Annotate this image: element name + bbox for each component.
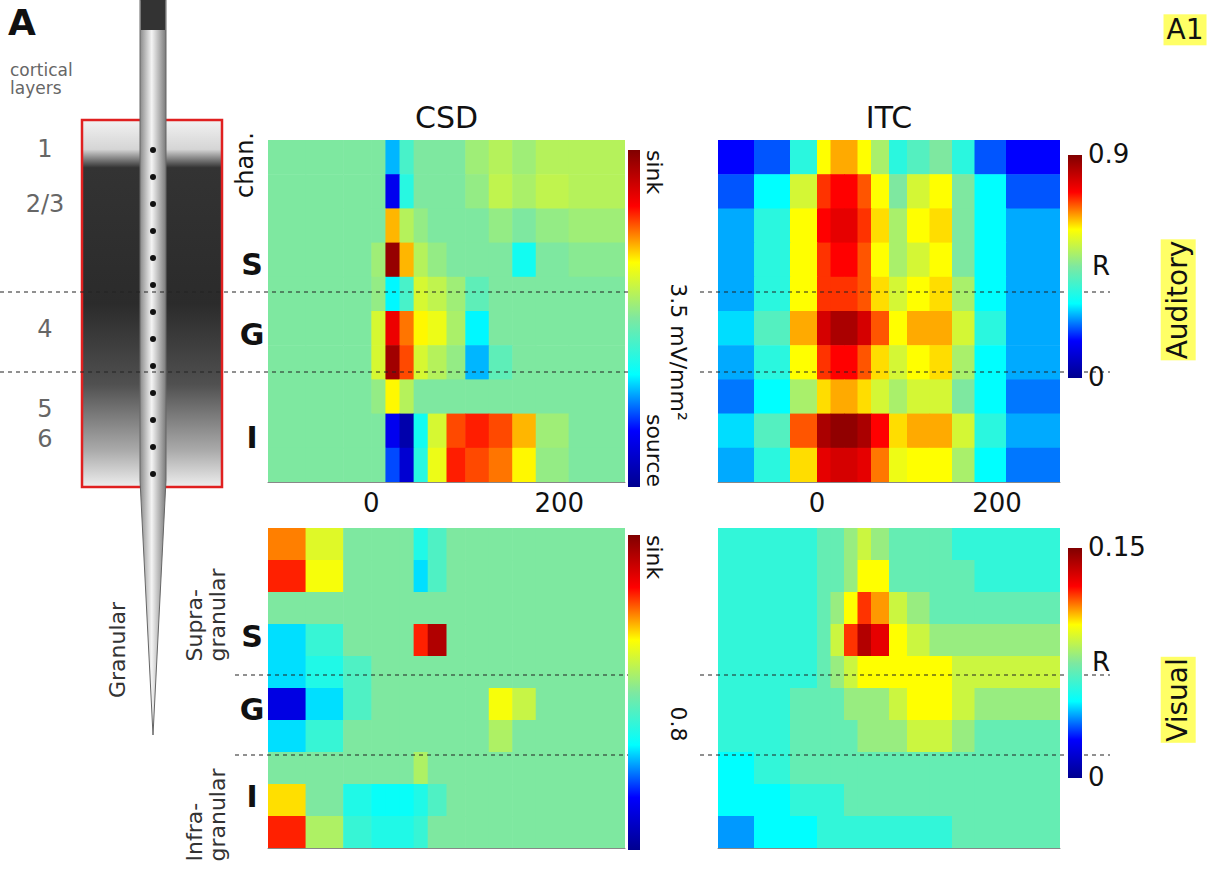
html-text:I: I	[246, 779, 258, 815]
html-text:S: S	[241, 247, 263, 283]
html-text:G: G	[239, 317, 265, 353]
html-text:Infra- granular: Infra- granular	[181, 768, 230, 862]
html-text:1: 1	[37, 135, 53, 164]
html-text:2/3: 2/3	[25, 190, 65, 219]
html-text:3.5 mV/mm²: 3.5 mV/mm²	[665, 283, 691, 421]
svg-text:200: 200	[534, 488, 584, 518]
html-text:0.9: 0.9	[1088, 139, 1130, 170]
html-text:chan.: chan.	[231, 132, 260, 198]
html-text:Visual: Visual	[1161, 658, 1195, 742]
html-text:R: R	[1092, 250, 1111, 281]
html-text:0.15: 0.15	[1088, 532, 1146, 563]
html-text:Supra- granular: Supra- granular	[181, 568, 230, 662]
html-text:5: 5	[37, 395, 53, 424]
html-text:0: 0	[1088, 362, 1105, 393]
svg-text:200: 200	[972, 488, 1022, 518]
html-text:CSD: CSD	[415, 100, 478, 136]
html-text:0.8: 0.8	[665, 706, 691, 742]
html-text:G: G	[239, 692, 265, 728]
html-text:S: S	[241, 619, 263, 655]
html-text:Granular: Granular	[105, 601, 131, 699]
svg-text:0: 0	[809, 488, 826, 518]
html-text:I: I	[246, 420, 258, 456]
html-text:R: R	[1092, 647, 1111, 678]
html-text:0: 0	[1088, 762, 1105, 793]
svg-text:0: 0	[363, 488, 380, 518]
html-text:sink: sink	[641, 535, 667, 580]
html-text:6: 6	[37, 425, 53, 454]
html-text:A1: A1	[1166, 13, 1204, 47]
html-text:source: source	[641, 413, 667, 487]
html-text:sink: sink	[641, 150, 667, 195]
html-text:ITC: ITC	[865, 100, 913, 136]
html-text:Auditory: Auditory	[1161, 240, 1195, 360]
html-text:cortical layers: cortical layers	[10, 60, 73, 98]
html-text:A: A	[8, 2, 36, 43]
html-text:4: 4	[37, 315, 53, 344]
